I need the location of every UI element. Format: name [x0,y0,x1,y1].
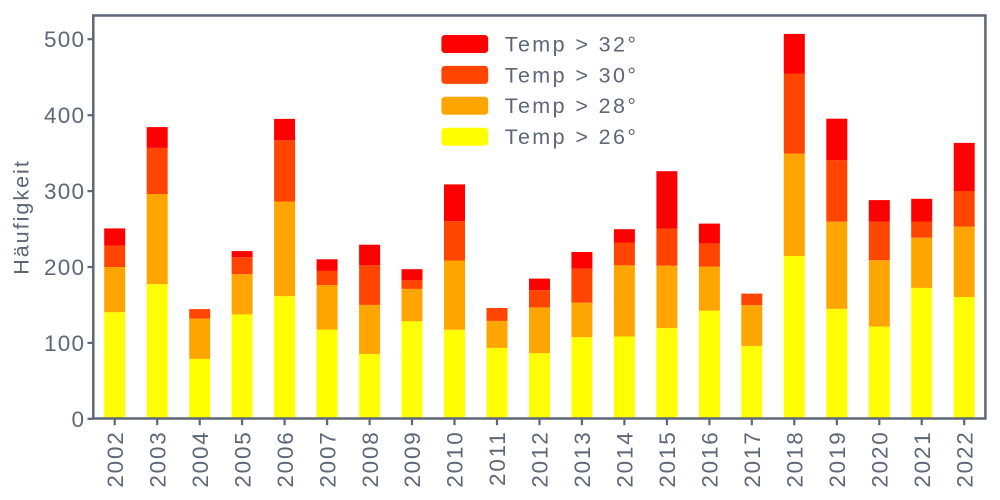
svg-text:300: 300 [44,179,85,204]
svg-text:Temp > 26°: Temp > 26° [505,125,639,149]
svg-text:2013: 2013 [570,430,595,487]
svg-text:2009: 2009 [400,430,425,487]
svg-text:200: 200 [44,255,85,280]
svg-text:Temp > 30°: Temp > 30° [505,63,639,87]
svg-text:2003: 2003 [145,430,170,487]
svg-text:2018: 2018 [783,430,808,487]
svg-text:Temp > 28°: Temp > 28° [505,94,639,118]
svg-text:2006: 2006 [273,430,298,487]
svg-text:2021: 2021 [910,430,935,487]
svg-text:Häufigkeit: Häufigkeit [10,159,34,275]
svg-text:2007: 2007 [315,430,340,487]
svg-text:400: 400 [44,103,85,128]
svg-text:2020: 2020 [868,430,893,487]
svg-text:0: 0 [71,407,85,432]
svg-text:500: 500 [44,27,85,52]
svg-text:Temp > 32°: Temp > 32° [505,32,639,56]
svg-text:2010: 2010 [443,430,468,487]
svg-text:100: 100 [44,331,85,356]
svg-text:2004: 2004 [188,430,213,487]
svg-text:2002: 2002 [103,430,128,487]
svg-text:2014: 2014 [613,430,638,487]
svg-text:2011: 2011 [485,430,510,486]
svg-text:2008: 2008 [358,430,383,487]
svg-text:2017: 2017 [740,430,765,487]
svg-text:2015: 2015 [655,430,680,487]
svg-text:2022: 2022 [952,430,977,487]
svg-text:2016: 2016 [698,430,723,487]
svg-text:2019: 2019 [825,430,850,487]
svg-text:2012: 2012 [528,430,553,487]
svg-text:2005: 2005 [230,430,255,487]
